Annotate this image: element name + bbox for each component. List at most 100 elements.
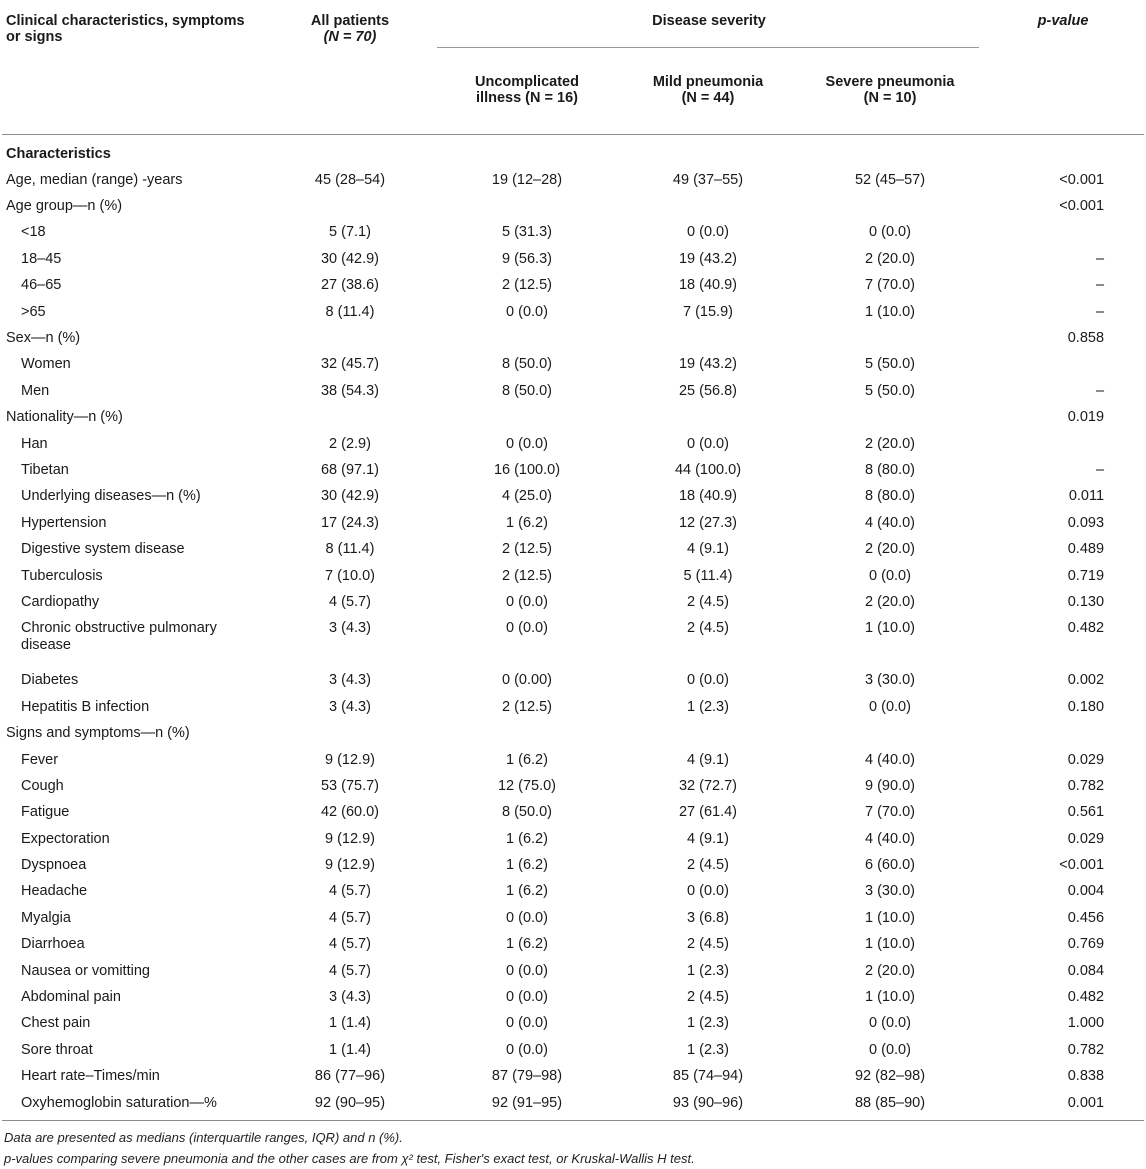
cell-severe: 8 (80.0) — [865, 461, 915, 478]
cell-severe: 4 (40.0) — [865, 514, 915, 531]
cell-severe: 1 (10.0) — [865, 936, 915, 953]
cell-pvalue: <0.001 — [1059, 198, 1105, 215]
cell-severe: 0 (0.0) — [869, 698, 911, 715]
cell-mild: 19 (43.2) — [678, 250, 738, 267]
cell-uncomplicated: 1 (6.2) — [506, 514, 548, 531]
row-label: Age group—n (%) — [6, 198, 123, 215]
cell-mild: 2 (4.5) — [687, 857, 729, 874]
row-label: Han — [21, 435, 48, 452]
cell-mild: 0 (0.0) — [687, 883, 729, 900]
cell-all-patients: 4 (5.7) — [329, 909, 371, 926]
row-label: 18–45 — [21, 250, 62, 267]
row-label: Fever — [21, 751, 59, 768]
table-row: Nationality—n (%) 0.019 — [2, 405, 1144, 431]
row-label: 46–65 — [21, 277, 62, 294]
cell-uncomplicated: 8 (50.0) — [502, 382, 552, 399]
cell-all-patients — [264, 405, 436, 431]
row-label: Sex—n (%) — [6, 330, 81, 347]
cell-severe: 3 (30.0) — [865, 672, 915, 689]
cell-mild: 18 (40.9) — [678, 277, 738, 294]
cell-mild — [618, 405, 798, 431]
header-all-patients-title: All patients — [310, 13, 390, 29]
cell-all-patients: 68 (97.1) — [320, 461, 380, 478]
cell-all-patients: 5 (7.1) — [329, 224, 371, 241]
header-disease-severity-label: Disease severity — [652, 13, 766, 29]
cell-mild: 1 (2.3) — [687, 698, 729, 715]
cell-mild: 0 (0.0) — [687, 435, 729, 452]
cell-pvalue: 0.456 — [1067, 909, 1105, 926]
cell-all-patients: 4 (5.7) — [329, 936, 371, 953]
row-label: Diarrhoea — [21, 936, 85, 953]
cell-pvalue: 0.011 — [1068, 488, 1105, 505]
table-row: Men 38 (54.3) 8 (50.0) 25 (56.8) 5 (50.0) – — [2, 378, 1144, 404]
cell-uncomplicated: 9 (56.3) — [502, 250, 552, 267]
row-label: Oxyhemoglobin saturation—% — [2, 1089, 264, 1122]
cell-mild: 44 (100.0) — [674, 461, 742, 478]
header-severe-title: Severe pneumonia — [825, 74, 955, 90]
header-uncomplicated-n: illness (N = 16) — [476, 90, 578, 106]
cell-uncomplicated — [436, 325, 618, 351]
cell-mild: 5 (11.4) — [683, 567, 733, 584]
cell-uncomplicated: 1 (6.2) — [506, 830, 548, 847]
cell-mild: 2 (4.5) — [687, 989, 729, 1006]
cell-severe: 7 (70.0) — [865, 277, 915, 294]
cell-mild: 49 (37–55) — [672, 171, 744, 188]
cell-severe: 2 (20.0) — [865, 435, 915, 452]
cell-all-patients: 1 (1.4) — [329, 1015, 371, 1032]
cell-uncomplicated: 8 (50.0) — [502, 804, 552, 821]
cell-pvalue: 0.180 — [1067, 698, 1105, 715]
cell-mild — [618, 720, 798, 746]
table-row: >65 8 (11.4) 0 (0.0) 7 (15.9) 1 (10.0) – — [2, 299, 1144, 325]
cell-mild: 0 (0.0) — [687, 224, 729, 241]
row-label: Dyspnoea — [21, 857, 87, 874]
cell-all-patients — [264, 193, 436, 219]
cell-all-patients: 38 (54.3) — [320, 382, 380, 399]
cell-uncomplicated: 0 (0.0) — [506, 303, 548, 320]
cell-mild: 1 (2.3) — [687, 962, 729, 979]
cell-uncomplicated: 19 (12–28) — [491, 171, 563, 188]
cell-mild: 93 (90–96) — [618, 1089, 798, 1122]
cell-all-patients: 3 (4.3) — [329, 619, 371, 636]
table-row: Expectoration 9 (12.9) 1 (6.2) 4 (9.1) 4 (40… — [2, 826, 1144, 852]
table-row: Oxyhemoglobin saturation—% 92 (90–95) 92 (… — [2, 1089, 1145, 1122]
table-row: 18–45 30 (42.9) 9 (56.3) 19 (43.2) 2 (20.0) – — [2, 246, 1144, 272]
cell-severe: 4 (40.0) — [865, 751, 915, 768]
table-row: Fatigue 42 (60.0) 8 (50.0) 27 (61.4) 7 (70.0… — [2, 800, 1144, 826]
cell-uncomplicated: 12 (75.0) — [497, 777, 557, 794]
cell-severe: 0 (0.0) — [869, 224, 911, 241]
cell-all-patients: 1 (1.4) — [329, 1041, 371, 1058]
cell-severe — [798, 135, 982, 168]
cell-pvalue: 0.004 — [1067, 883, 1105, 900]
row-label: Tibetan — [21, 461, 69, 478]
cell-pvalue — [982, 220, 1144, 246]
row-label: Myalgia — [21, 909, 71, 926]
row-label: Expectoration — [21, 830, 110, 847]
row-label: Cough — [21, 777, 64, 794]
cell-pvalue: 0.002 — [1067, 672, 1105, 689]
cell-mild: 27 (61.4) — [678, 804, 738, 821]
header-severe-n: (N = 10) — [863, 90, 917, 106]
cell-mild: 25 (56.8) — [678, 382, 738, 399]
cell-pvalue: 0.130 — [1067, 593, 1105, 610]
cell-uncomplicated: 0 (0.0) — [506, 989, 548, 1006]
cell-pvalue: – — [1095, 382, 1105, 399]
cell-severe: 2 (20.0) — [865, 250, 915, 267]
cell-severe: 1 (10.0) — [865, 303, 915, 320]
cell-mild: 0 (0.0) — [687, 672, 729, 689]
cell-all-patients: 9 (12.9) — [325, 751, 375, 768]
cell-pvalue: 0.482 — [1067, 989, 1105, 1006]
cell-all-patients: 3 (4.3) — [329, 672, 371, 689]
footnote-pvalues: p-values comparing severe pneumonia and … — [4, 1151, 695, 1167]
row-label: Hypertension — [21, 514, 107, 531]
row-label: Characteristics — [6, 145, 111, 162]
row-label: Fatigue — [21, 804, 70, 821]
cell-uncomplicated: 87 (79–98) — [491, 1068, 563, 1085]
header-uncomplicated-title: Uncomplicated — [475, 74, 579, 90]
cell-uncomplicated: 0 (0.00) — [502, 672, 552, 689]
table-row: Age group—n (%) <0.001 — [2, 193, 1144, 219]
cell-severe: 92 (82–98) — [854, 1068, 926, 1085]
cell-pvalue: – — [1095, 461, 1105, 478]
cell-all-patients: 30 (42.9) — [320, 250, 380, 267]
cell-all-patients: 32 (45.7) — [320, 356, 380, 373]
cell-mild: 19 (43.2) — [678, 356, 738, 373]
